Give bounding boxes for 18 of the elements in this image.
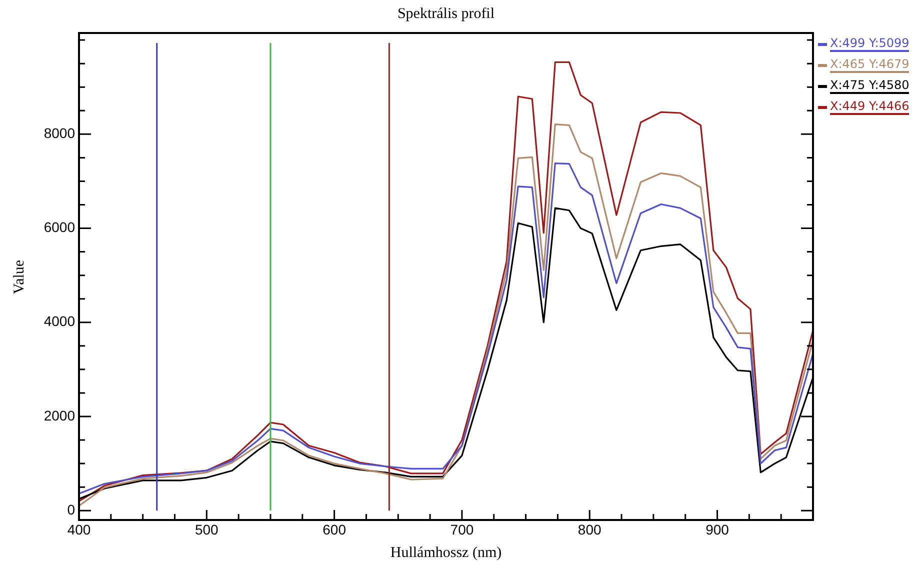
legend-label: X:499 Y:5099	[830, 36, 910, 52]
legend-label: X:449 Y:4466	[830, 99, 910, 115]
legend-label: X:465 Y:4679	[830, 57, 910, 73]
y-tick-label: 6000	[44, 219, 76, 236]
x-tick-label: 500	[194, 521, 219, 538]
y-tick-label: 4000	[44, 313, 76, 330]
x-axis-title: Hullámhossz (nm)	[389, 545, 503, 562]
y-tick-label: 2000	[44, 407, 76, 424]
y-tick-label: 8000	[44, 125, 76, 142]
x-tick-label: 700	[450, 521, 474, 538]
chart-title: Spektrális profil	[396, 6, 496, 23]
x-tick-label: 900	[706, 521, 730, 538]
y-tick-label: 0	[67, 501, 76, 518]
y-axis-title: Value	[12, 259, 28, 294]
x-tick-label: 800	[578, 521, 602, 538]
x-tick-label: 600	[322, 521, 346, 538]
x-tick-label: 400	[67, 521, 91, 538]
legend-label: X:475 Y:4580	[830, 78, 910, 94]
